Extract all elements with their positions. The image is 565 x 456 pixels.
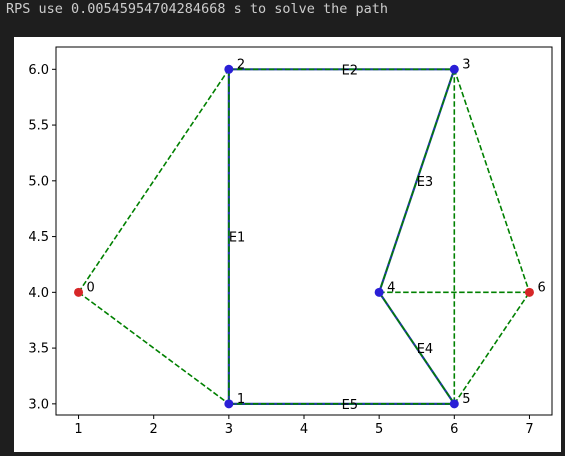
graph-edge-dashed [453,69,531,293]
y-tick-label: 3.0 [28,397,49,412]
graph-edge-dashed [378,69,456,293]
node-label-0: 0 [87,280,95,295]
graph-node-1 [224,399,234,409]
x-tick-label: 4 [300,422,308,437]
graph-node-5 [449,399,459,409]
labels-layer: 0 1 2 3 4 5 6 E1 E2 E3 E4 E5 [87,57,546,413]
node-label-1: 1 [237,392,245,407]
x-tick-label: 7 [525,422,533,437]
edge-label-E2: E2 [342,63,359,78]
edge-label-E1: E1 [229,231,246,246]
y-tick-label: 4.5 [28,230,49,245]
x-tick-label: 6 [450,422,458,437]
x-tick-label: 5 [375,422,383,437]
ticks-layer: 1 2 3 4 5 6 73.03.54.04.55.05.56.0 [28,63,533,437]
y-tick-label: 5.0 [28,174,49,189]
graph-edge-dashed [378,291,455,405]
y-tick-label: 4.0 [28,286,49,301]
graph-node-0 [74,287,84,297]
path-layer [77,68,531,405]
graph-node-3 [449,64,459,74]
graph-node-2 [224,64,234,74]
graph-edge-dashed [77,68,230,293]
x-tick-label: 3 [225,422,233,437]
nodes-layer [74,64,534,409]
x-tick-label: 2 [150,422,158,437]
x-tick-label: 1 [74,422,82,437]
y-tick-label: 5.5 [28,119,49,134]
console-output: RPS use 0.00545954704284668 s to solve t… [6,1,389,17]
graph-edge-dashed [78,291,230,405]
node-label-5: 5 [462,392,470,407]
edge-label-E3: E3 [417,175,434,190]
edge-label-E5: E5 [342,398,359,413]
axes-frame [55,46,553,416]
figure-canvas: 0 1 2 3 4 5 6 E1 E2 E3 E4 E5 1 2 3 4 5 6 7 3.0 3.5 4.0 4.5 5.0… [14,37,561,452]
graph-edge-dashed [453,291,531,405]
edge-label-E4: E4 [417,342,434,357]
node-label-3: 3 [462,57,470,72]
node-label-2: 2 [237,57,245,72]
graph-node-4 [374,287,384,297]
node-label-4: 4 [387,280,395,295]
y-tick-label: 6.0 [28,63,49,78]
y-tick-label: 3.5 [28,342,49,357]
node-label-6: 6 [537,280,545,295]
graph-node-6 [524,287,534,297]
